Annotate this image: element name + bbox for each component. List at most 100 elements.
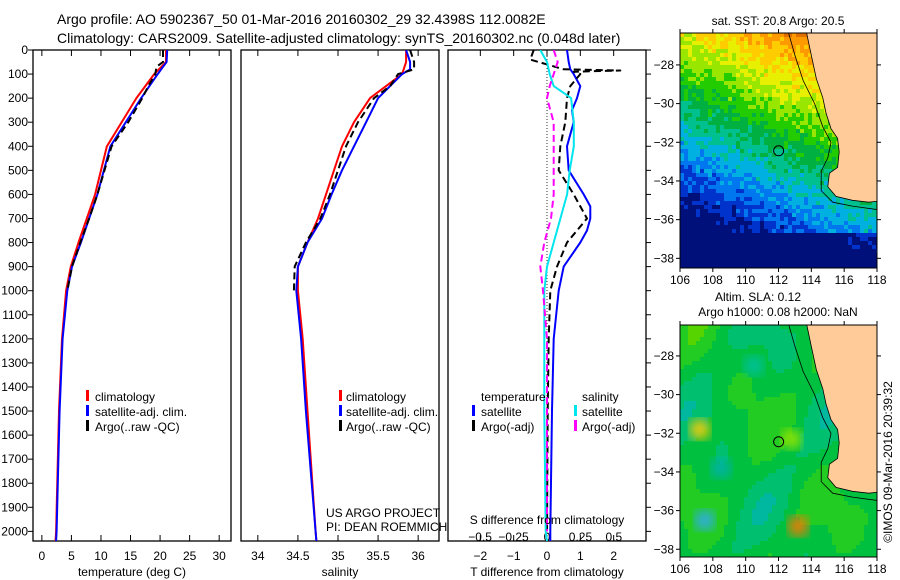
map-cell <box>712 129 716 133</box>
map-cell <box>692 453 696 457</box>
map-cell <box>724 245 728 249</box>
map-cell <box>728 369 732 373</box>
map-cell <box>684 205 688 209</box>
map-cell <box>684 353 688 357</box>
map-cell <box>708 57 712 61</box>
map-cell <box>768 457 772 461</box>
map-cell <box>844 249 848 253</box>
map-cell <box>696 329 700 333</box>
map-cell <box>828 161 832 165</box>
map-cell <box>720 421 724 425</box>
map-cell <box>728 209 732 213</box>
map-cell <box>776 125 780 129</box>
map-cell <box>704 217 708 221</box>
map-cell <box>840 213 844 217</box>
series-t-argo-adj- <box>529 50 622 532</box>
map-cell <box>808 433 812 437</box>
map-cell <box>812 105 816 109</box>
map-cell <box>740 405 744 409</box>
map-cell <box>692 265 696 268</box>
map-cell <box>680 333 684 337</box>
map-cell <box>720 325 724 329</box>
map-cell <box>680 401 684 405</box>
map-cell <box>804 213 808 217</box>
map-cell <box>780 57 784 61</box>
map-cell <box>684 85 688 89</box>
map-cell <box>796 209 800 213</box>
map-cell <box>804 157 808 161</box>
map-cell <box>728 205 732 209</box>
map-cell <box>832 453 836 457</box>
map-cell <box>848 265 852 268</box>
map-cell <box>744 405 748 409</box>
map-cell <box>700 261 704 265</box>
map-cell <box>724 353 728 357</box>
map-cell <box>796 429 800 433</box>
map-cell <box>788 421 792 425</box>
map-cell <box>696 145 700 149</box>
map-cell <box>752 457 756 461</box>
map-cell <box>704 149 708 153</box>
map-cell <box>784 417 788 421</box>
map-cell <box>736 341 740 345</box>
map-cell <box>848 257 852 261</box>
map-cell <box>744 189 748 193</box>
map-cell <box>716 217 720 221</box>
map-cell <box>788 449 792 453</box>
map-cell <box>744 45 748 49</box>
map-cell <box>764 157 768 161</box>
map-cell <box>808 449 812 453</box>
map-cell <box>764 185 768 189</box>
map-cell <box>824 465 828 469</box>
map-cell <box>768 189 772 193</box>
map-cell <box>724 365 728 369</box>
map-cell <box>812 89 816 93</box>
map-cell <box>772 389 776 393</box>
map-cell <box>708 181 712 185</box>
map-cell <box>704 57 708 61</box>
map-cell <box>716 81 720 85</box>
map-cell <box>700 121 704 125</box>
map-cell <box>680 61 684 65</box>
map-cell <box>776 221 780 225</box>
map-cell <box>776 249 780 253</box>
map-cell <box>820 441 824 445</box>
map-cell <box>724 125 728 129</box>
map-cell <box>780 121 784 125</box>
map-cell <box>680 381 684 385</box>
map-cell <box>784 409 788 413</box>
map-cell <box>684 177 688 181</box>
map-cell <box>768 41 772 45</box>
map-cell <box>732 337 736 341</box>
map-cell <box>708 137 712 141</box>
map-cell <box>804 217 808 221</box>
map-cell <box>780 449 784 453</box>
map-cell <box>864 257 868 261</box>
map-cell <box>692 357 696 361</box>
map-cell <box>732 417 736 421</box>
map-cell <box>688 69 692 73</box>
map-cell <box>756 409 760 413</box>
map-cell <box>736 49 740 53</box>
map-cell <box>812 429 816 433</box>
map-cell <box>772 381 776 385</box>
map-cell <box>784 393 788 397</box>
map-cell <box>760 245 764 249</box>
map-cell <box>780 381 784 385</box>
map-cell <box>760 393 764 397</box>
map-cell <box>772 449 776 453</box>
map-cell <box>704 233 708 237</box>
map-cell <box>760 161 764 165</box>
map-cell <box>824 265 828 268</box>
map-cell <box>788 389 792 393</box>
map-cell <box>680 257 684 261</box>
map-cell <box>812 129 816 133</box>
map-cell <box>804 73 808 77</box>
map-cell <box>772 137 776 141</box>
map-cell <box>684 69 688 73</box>
map-cell <box>808 245 812 249</box>
map-cell <box>812 117 816 121</box>
map-cell <box>780 189 784 193</box>
map-cell <box>724 265 728 268</box>
map-cell <box>844 233 848 237</box>
